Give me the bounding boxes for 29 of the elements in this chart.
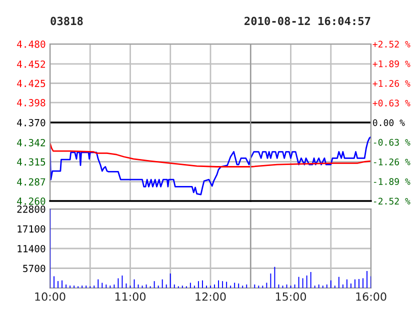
y-tick-label: 4.342	[17, 138, 46, 146]
y-tick-label: 4.398	[17, 99, 46, 106]
chart-title: 2010-08-12 16:04:57	[244, 16, 370, 26]
text: -0.63 %	[374, 138, 410, 146]
x-tick-label: 11:00	[115, 292, 146, 301]
y-tick-label: 4.315	[17, 158, 46, 166]
text: -1.26 %	[374, 158, 410, 166]
chart-title: 03818	[50, 16, 83, 26]
y-tick-label: 5700	[23, 264, 46, 272]
x-tick-label: 10:00	[35, 292, 66, 301]
x-tick-label: 12:00	[196, 292, 226, 301]
x-tick-label: 16:00	[356, 292, 386, 301]
y-tick-label: 17100	[18, 225, 46, 233]
text: +1.89 %	[372, 60, 410, 68]
text: -1.89 %	[374, 178, 410, 185]
y-tick-label: 4.370	[17, 119, 46, 126]
y-tick-label: 4.480	[17, 40, 46, 48]
y-tick-label: 4.260	[17, 198, 46, 205]
text: 0.00 %	[372, 119, 405, 126]
y-tick-label: 11400	[18, 245, 46, 252]
text: -2.52 %	[374, 198, 410, 205]
text: +0.63 %	[372, 100, 410, 106]
text: +2.52 %	[372, 40, 410, 48]
text: +1.26 %	[372, 80, 410, 87]
y-tick-label: 4.452	[17, 60, 46, 68]
y-tick-label: 22800	[17, 206, 46, 213]
x-tick-label: 15:00	[276, 292, 306, 301]
y-tick-label: 4.287	[17, 178, 46, 186]
y-tick-label: 4.425	[17, 80, 46, 88]
